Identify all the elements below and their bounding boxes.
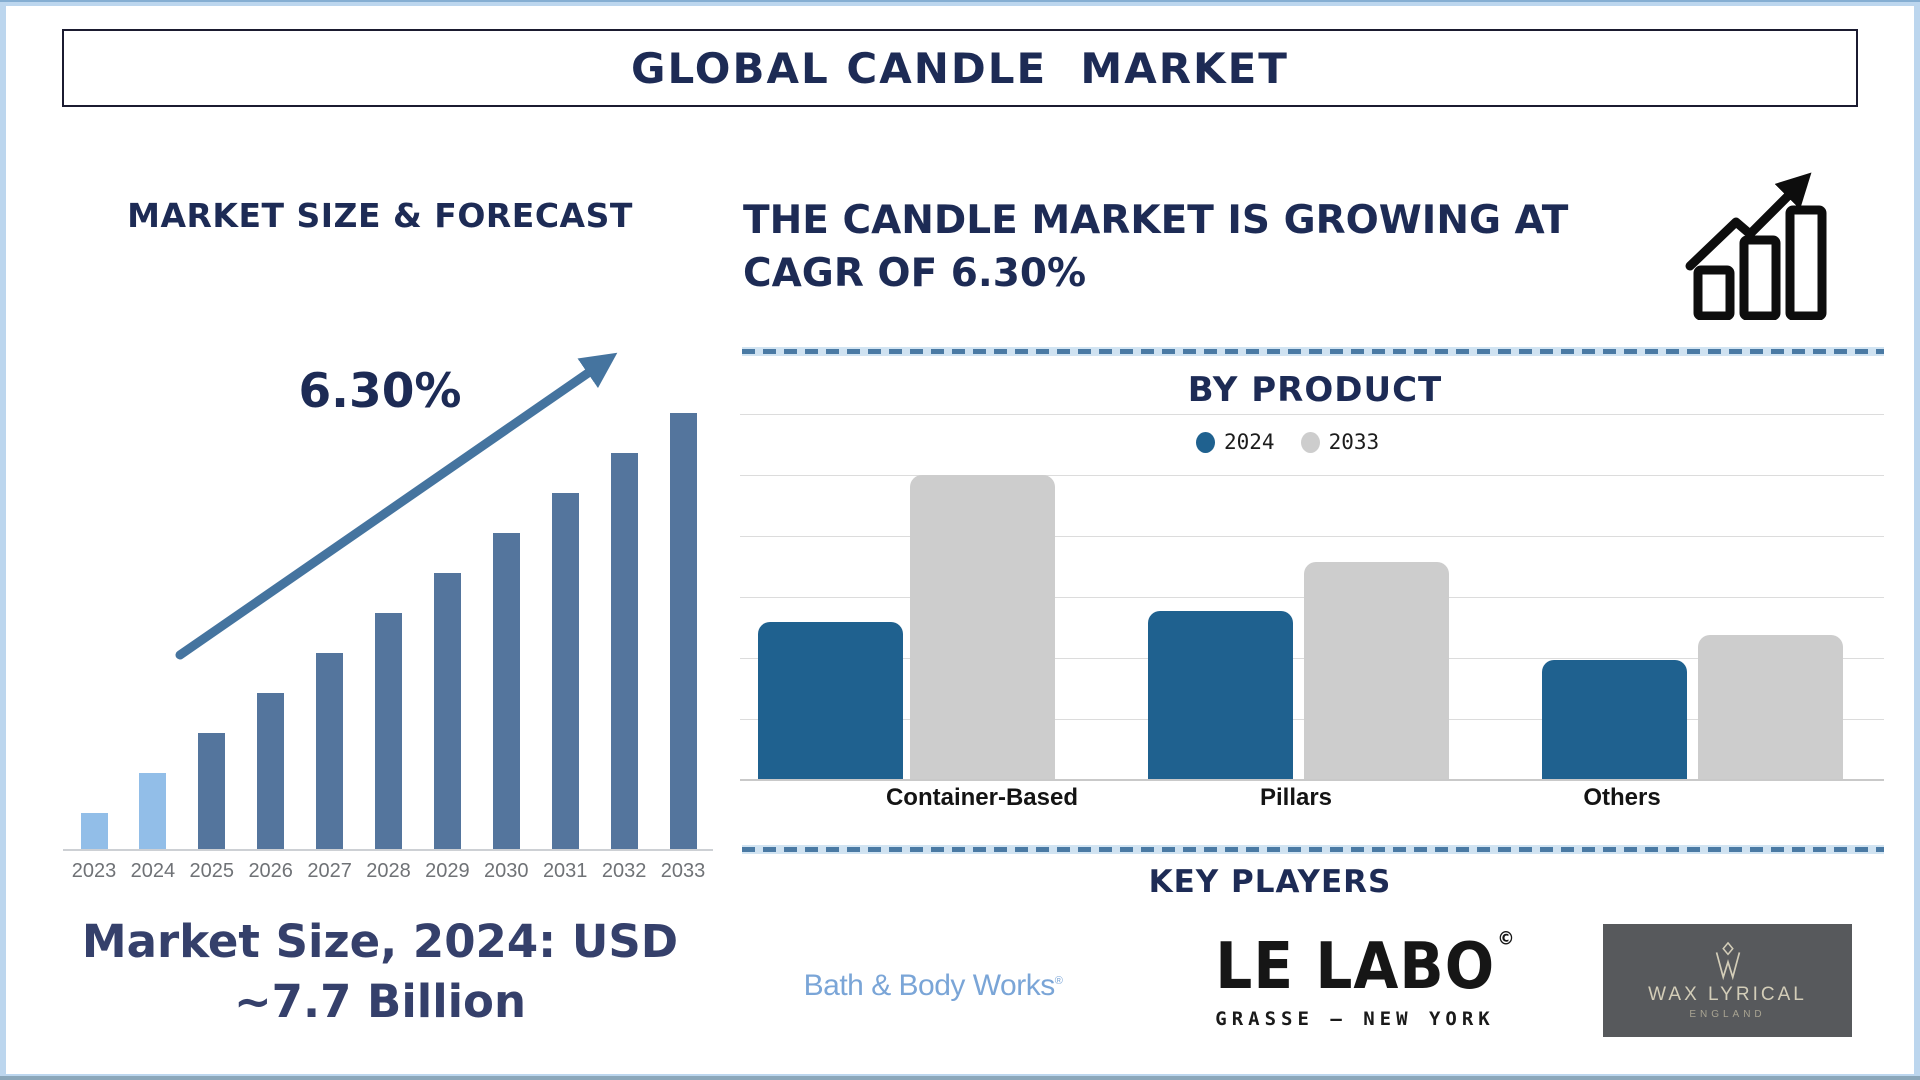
forecast-year-label-2028: 2028 xyxy=(366,860,411,882)
product-axis-line xyxy=(740,779,1884,781)
legend-item-2024: 2024 xyxy=(1196,430,1275,454)
wax-lyrical-text: WAX LYRICAL xyxy=(1648,984,1807,1005)
product-category-label-others: Others xyxy=(1583,784,1661,811)
product-bar-2024-4 xyxy=(1542,660,1687,780)
page-title: GLOBAL CANDLE MARKET xyxy=(631,43,1289,93)
product-gridline-2 xyxy=(740,536,1884,537)
product-gridline-1 xyxy=(740,475,1884,476)
cagr-annotation: 6.30% xyxy=(298,364,462,419)
market-size-caption-line1: Market Size, 2024: USD xyxy=(81,915,679,968)
page-border-bottom-line xyxy=(0,1076,1920,1080)
forecast-bar-2031 xyxy=(551,493,579,851)
product-bar-2024-2 xyxy=(1148,611,1293,780)
logo-bath-and-body-works: Bath & Body Works® xyxy=(768,969,1098,1003)
legend-dot-2033-icon xyxy=(1300,431,1320,453)
product-category-label-pillars: Pillars xyxy=(1259,784,1333,811)
le-labo-subtitle: GRASSE — NEW YORK xyxy=(1215,1008,1495,1030)
logo-le-labo: LE LABO © GRASSE — NEW YORK xyxy=(1195,928,1515,1030)
forecast-bar-2026 xyxy=(257,693,285,851)
le-labo-text: LE LABO xyxy=(1215,930,1495,1004)
forecast-bar-2030 xyxy=(492,533,520,851)
chart-legend: 2024 2033 xyxy=(1196,430,1379,454)
forecast-bar-2032 xyxy=(610,453,638,851)
forecast-year-label-2027: 2027 xyxy=(307,860,352,882)
page-border-top-line xyxy=(0,0,1920,2)
growth-trend-arrow xyxy=(175,352,618,660)
forecast-year-label-2023: 2023 xyxy=(71,860,117,882)
forecast-year-label-2025: 2025 xyxy=(189,860,235,882)
product-bar-2033-1 xyxy=(910,475,1055,780)
forecast-year-label-2024: 2024 xyxy=(130,860,176,882)
dashed-divider-bottom xyxy=(742,847,1884,852)
product-bar-2033-5 xyxy=(1698,635,1843,780)
cagr-statement-line2: CAGR OF 6.30% xyxy=(743,251,1087,296)
forecast-year-label-2029: 2029 xyxy=(425,860,470,882)
growth-chart-icon xyxy=(1685,172,1827,320)
logo-wax-lyrical: WAX LYRICAL ENGLAND xyxy=(1603,924,1852,1037)
market-size-caption-line2: ~7.7 Billion xyxy=(233,975,527,1028)
forecast-bar-2024 xyxy=(139,773,167,851)
forecast-bar-2025 xyxy=(198,733,226,851)
bbw-logo-text: Bath & Body Works xyxy=(803,969,1056,1002)
key-players-title: KEY PLAYERS xyxy=(1148,864,1392,900)
forecast-bar-2028 xyxy=(375,613,402,851)
forecast-bar-2023 xyxy=(80,813,108,851)
product-category-label-container-based: Container-Based xyxy=(885,784,1079,811)
legend-label-2033: 2033 xyxy=(1328,430,1380,454)
wax-lyrical-england-text: ENGLAND xyxy=(1689,1009,1766,1020)
cagr-statement: THE CANDLE MARKET IS GROWING AT CAGR OF … xyxy=(743,194,1623,300)
forecast-bar-2033 xyxy=(669,413,697,851)
bbw-registered-mark: ® xyxy=(1054,975,1063,987)
dashed-divider-top xyxy=(742,349,1884,354)
forecast-section-title: MARKET SIZE & FORECAST xyxy=(127,196,633,235)
legend-item-2033: 2033 xyxy=(1300,430,1380,454)
forecast-axis-line xyxy=(63,849,713,851)
wax-lyrical-monogram-icon xyxy=(1715,941,1740,981)
forecast-year-label-2030: 2030 xyxy=(484,860,529,882)
product-bar-2024-0 xyxy=(758,622,903,780)
forecast-year-label-2033: 2033 xyxy=(660,860,706,882)
le-labo-wordmark: LE LABO © xyxy=(1215,928,1514,1004)
product-gridline-0 xyxy=(740,414,1884,415)
forecast-year-label-2031: 2031 xyxy=(542,860,588,882)
legend-dot-2024-icon xyxy=(1196,431,1215,453)
market-size-caption: Market Size, 2024: USD ~7.7 Billion xyxy=(70,912,690,1032)
title-box: GLOBAL CANDLE MARKET xyxy=(62,29,1858,107)
by-product-title: BY PRODUCT xyxy=(1187,370,1443,410)
forecast-bar-2029 xyxy=(433,573,461,851)
product-bar-2033-3 xyxy=(1304,562,1449,780)
forecast-year-label-2026: 2026 xyxy=(248,860,293,882)
legend-label-2024: 2024 xyxy=(1224,430,1275,454)
le-labo-circle-mark-icon: © xyxy=(1497,927,1516,951)
cagr-statement-line1: THE CANDLE MARKET IS GROWING AT xyxy=(743,198,1569,243)
forecast-bar-2027 xyxy=(316,653,344,851)
forecast-year-label-2032: 2032 xyxy=(601,860,647,882)
